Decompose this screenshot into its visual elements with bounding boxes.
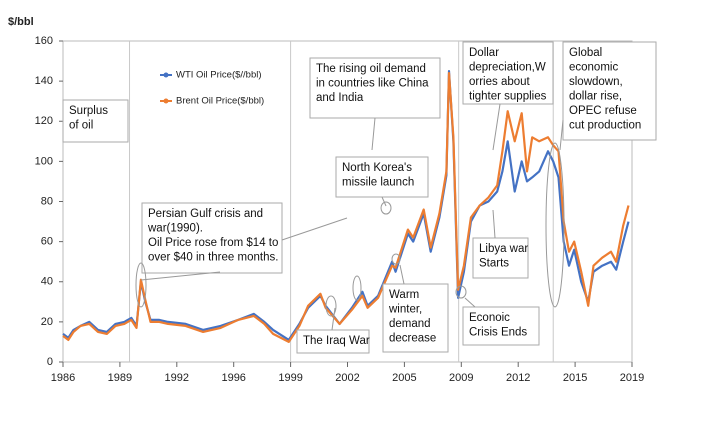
annotation-text: decrease [389, 333, 436, 345]
annotation-text: Persian Gulf crisis and [148, 208, 263, 220]
annotation-text: Oil Price rose from $14 to [148, 237, 278, 249]
y-tick-label: 40 [41, 276, 53, 288]
x-tick-label: 1999 [278, 372, 302, 384]
legend-marker [163, 72, 169, 78]
annotation-text: over $40 in three months. [148, 252, 278, 264]
annotation-pointer [492, 103, 501, 151]
series-line [62, 72, 630, 343]
annotation-text: tighter supplies [469, 91, 547, 103]
annotation-text: Libya war [479, 243, 528, 255]
annotation-box [335, 156, 429, 198]
annotation-text: in countries like China [316, 78, 429, 90]
annotation-box [462, 306, 540, 346]
annotation-box [562, 41, 657, 141]
annotation-text: slowdown, [569, 76, 623, 88]
highlight-ellipse [455, 285, 467, 299]
annotation-text: winter, [388, 304, 422, 316]
highlight-ellipse [391, 253, 401, 265]
y-tick-label: 60 [41, 236, 53, 248]
highlight-ellipse [325, 295, 337, 317]
x-tick-label: 1996 [221, 372, 245, 384]
legend-label: WTI Oil Price($//bbl) [176, 70, 262, 81]
annotation-box [462, 41, 554, 105]
highlight-ellipse [135, 262, 147, 308]
annotation-text: The rising oil demand [316, 63, 426, 75]
annotation-pointer [559, 119, 564, 151]
annotation-pointer [371, 117, 376, 151]
annotation-text: Surplus [69, 105, 108, 117]
x-tick-label: 2002 [335, 372, 359, 384]
annotation-text: missile launch [342, 177, 414, 189]
x-tick-label: 1989 [108, 372, 132, 384]
annotation-text: cut production [569, 120, 641, 132]
annotation-text: depreciation,W [469, 62, 546, 74]
annotation-pointer [331, 307, 336, 331]
annotation-text: Warm [389, 289, 419, 301]
annotation-pointer [399, 264, 405, 285]
annotation-box [382, 283, 449, 353]
annotation-text: of oil [69, 120, 93, 132]
annotation-text: and India [316, 92, 364, 104]
annotation-text: OPEC refuse [569, 105, 637, 117]
annotation-text: dollar rise, [569, 91, 622, 103]
y-tick-label: 0 [47, 356, 53, 368]
annotation-pointer [464, 297, 476, 308]
annotation-text: war(1990). [147, 223, 203, 235]
x-tick-label: 1986 [51, 372, 75, 384]
annotation-box [296, 329, 370, 354]
annotation-pointer [381, 196, 387, 207]
y-axis-label: $/bbl [8, 16, 34, 28]
y-tick-label: 100 [35, 155, 53, 167]
y-tick-label: 120 [35, 115, 53, 127]
annotation-text: orries about [469, 76, 531, 88]
x-tick-label: 2019 [620, 372, 644, 384]
legend-label: Brent Oil Price($/bbl) [176, 96, 264, 107]
annotation-text: The Iraq War [303, 335, 370, 347]
annotation-pointer [140, 271, 221, 281]
y-tick-label: 140 [35, 75, 53, 87]
annotation-text: Crisis Ends [469, 327, 527, 339]
highlight-ellipse [545, 142, 565, 308]
highlight-ellipse [380, 201, 392, 215]
y-tick-label: 20 [41, 316, 53, 328]
annotation-box [472, 237, 529, 279]
x-tick-label: 1992 [165, 372, 189, 384]
legend-marker [163, 98, 169, 104]
highlight-ellipse [352, 275, 362, 301]
annotation-pointer [492, 209, 496, 239]
annotation-box [62, 99, 129, 143]
x-tick-label: 2015 [563, 372, 587, 384]
x-tick-label: 2012 [506, 372, 530, 384]
annotation-text: Global [569, 47, 602, 59]
annotation-box [309, 57, 441, 119]
annotation-text: Dollar [469, 47, 499, 59]
x-tick-label: 2009 [449, 372, 473, 384]
annotation-text: demand [389, 318, 431, 330]
x-tick-label: 2005 [392, 372, 416, 384]
annotation-text: economic [569, 62, 618, 74]
y-tick-label: 160 [35, 35, 53, 47]
annotation-text: Econoic [469, 312, 510, 324]
annotation-text: Starts [479, 258, 509, 270]
annotation-pointer [281, 217, 348, 241]
annotation-text: North Korea's [342, 162, 412, 174]
y-tick-label: 80 [41, 195, 53, 207]
